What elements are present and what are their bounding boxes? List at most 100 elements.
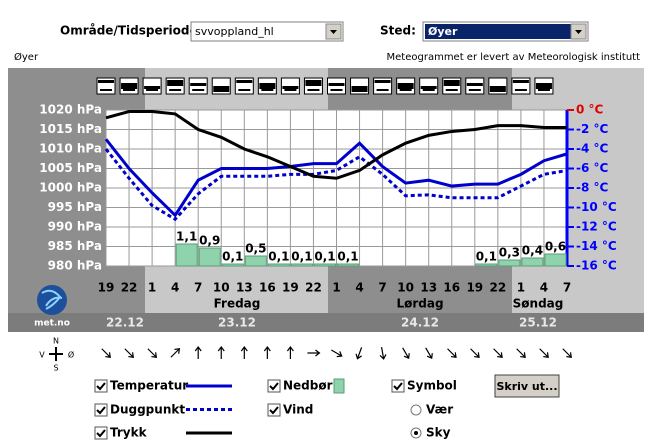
wind-arrow <box>170 348 181 358</box>
y-tick-label: 1000 hPa <box>39 181 102 195</box>
precip-label: 0,1 <box>476 250 497 264</box>
weather-symbol-part <box>284 89 297 91</box>
x-tick-label: 13 <box>236 281 253 295</box>
precip-bar <box>198 247 221 267</box>
wind-arrow-shape <box>124 348 134 358</box>
day-label: Lørdag <box>396 297 443 311</box>
chart-place: Øyer <box>14 51 39 63</box>
wind-arrow <box>331 349 343 358</box>
date-label: 24.12 <box>401 316 439 330</box>
weather-symbol-part <box>167 80 184 86</box>
weather-symbol-part <box>192 89 205 91</box>
weather-symbol-part <box>121 83 138 89</box>
x-tick-label: 16 <box>443 281 460 295</box>
wind-arrow <box>425 347 433 360</box>
x-tick-label: 1 <box>517 281 525 295</box>
wind-arrow-shape <box>217 346 225 359</box>
wind-arrow-shape <box>147 348 158 358</box>
weather-symbol-part <box>307 89 320 91</box>
weather-symbol-part <box>535 83 552 89</box>
wind-arrow <box>470 348 480 358</box>
y-tick-label: 1020 hPa <box>39 103 102 117</box>
weather-symbol-part <box>399 89 412 91</box>
checkbox[interactable] <box>94 403 108 417</box>
x-tick-label: 4 <box>355 281 363 295</box>
precip-bar <box>221 263 244 267</box>
wind-arrow-shape <box>562 348 572 358</box>
precip-label: 0,5 <box>245 242 266 256</box>
legend-swatch <box>333 378 345 394</box>
checkbox-box <box>267 379 281 393</box>
x-tick-label: 19 <box>282 281 299 295</box>
x-tick-label: 7 <box>563 281 571 295</box>
precip-bar <box>337 263 360 267</box>
wind-arrow <box>124 348 134 358</box>
logo-text: met.no <box>34 319 70 329</box>
weather-symbol-part <box>420 86 437 89</box>
precip-bar <box>313 263 337 267</box>
wind-arrow <box>355 347 363 360</box>
wind-arrow <box>447 348 457 358</box>
place-select[interactable]: Øyer <box>422 21 589 42</box>
wind-arrow-shape <box>493 348 503 358</box>
weather-symbol-part <box>282 86 299 89</box>
weather-symbol-part <box>512 80 529 83</box>
precip-bar <box>544 253 567 267</box>
weather-symbol-part <box>261 89 274 91</box>
compass: N S V Ø <box>39 337 74 373</box>
precip-bar <box>267 263 290 267</box>
checkbox[interactable] <box>391 379 405 393</box>
checkbox-box <box>94 379 108 393</box>
wind-arrow <box>307 349 321 357</box>
date-label: 23.12 <box>218 316 256 330</box>
day-label: Søndag <box>513 297 564 311</box>
precip-bar <box>475 263 498 267</box>
precip-bar <box>521 257 544 267</box>
weather-symbol-part <box>169 89 182 91</box>
x-tick-label: 22 <box>489 281 506 295</box>
x-tick-label: 10 <box>213 281 230 295</box>
weather-symbol-part <box>491 89 504 91</box>
checkbox[interactable] <box>94 379 108 393</box>
x-tick-label: 10 <box>397 281 414 295</box>
y2-tick-label: -8 °C <box>576 181 609 195</box>
weather-symbol-part <box>514 89 527 91</box>
x-tick-label: 13 <box>420 281 437 295</box>
print-label: Skriv ut... <box>496 380 557 393</box>
print-button[interactable]: Skriv ut... <box>494 374 560 398</box>
day-label: Fredag <box>214 297 261 311</box>
weather-symbol-part <box>144 86 161 89</box>
checkbox-label: Trykk <box>110 426 148 440</box>
wind-arrow-shape <box>240 346 248 359</box>
precip-label: 0,3 <box>499 246 520 260</box>
weather-symbol-part <box>259 83 276 89</box>
checkbox[interactable] <box>94 426 108 440</box>
weather-symbol-part <box>215 89 228 91</box>
y-tick-label: 995 hPa <box>48 200 102 214</box>
checkbox-box <box>391 379 405 393</box>
wind-arrow <box>516 348 526 358</box>
checkbox-mark <box>269 382 279 391</box>
y2-tick-label: -16 °C <box>576 259 617 273</box>
wind-arrow-shape <box>286 346 294 359</box>
radio[interactable] <box>410 427 422 439</box>
checkbox[interactable] <box>267 403 281 417</box>
radio-label: Sky <box>426 426 451 440</box>
x-tick-label: 1 <box>332 281 340 295</box>
y2-tick-label: -2 °C <box>576 122 609 136</box>
precip-label: 0,1 <box>314 250 335 264</box>
checkbox-mark <box>96 406 106 415</box>
wind-arrow-shape <box>331 349 343 358</box>
wind-arrow <box>263 346 271 359</box>
radio[interactable] <box>410 404 422 416</box>
wind-arrow-shape <box>170 348 181 358</box>
x-tick-label: 4 <box>171 281 179 295</box>
checkbox-box <box>267 403 281 417</box>
weather-symbol-part <box>190 83 207 86</box>
checkbox[interactable] <box>267 379 281 393</box>
y-tick-label: 1015 hPa <box>39 122 102 136</box>
area-select[interactable]: svvoppland_hl <box>190 21 344 42</box>
wind-arrow-shape <box>447 348 457 358</box>
y-tick-label: 990 hPa <box>48 220 102 234</box>
